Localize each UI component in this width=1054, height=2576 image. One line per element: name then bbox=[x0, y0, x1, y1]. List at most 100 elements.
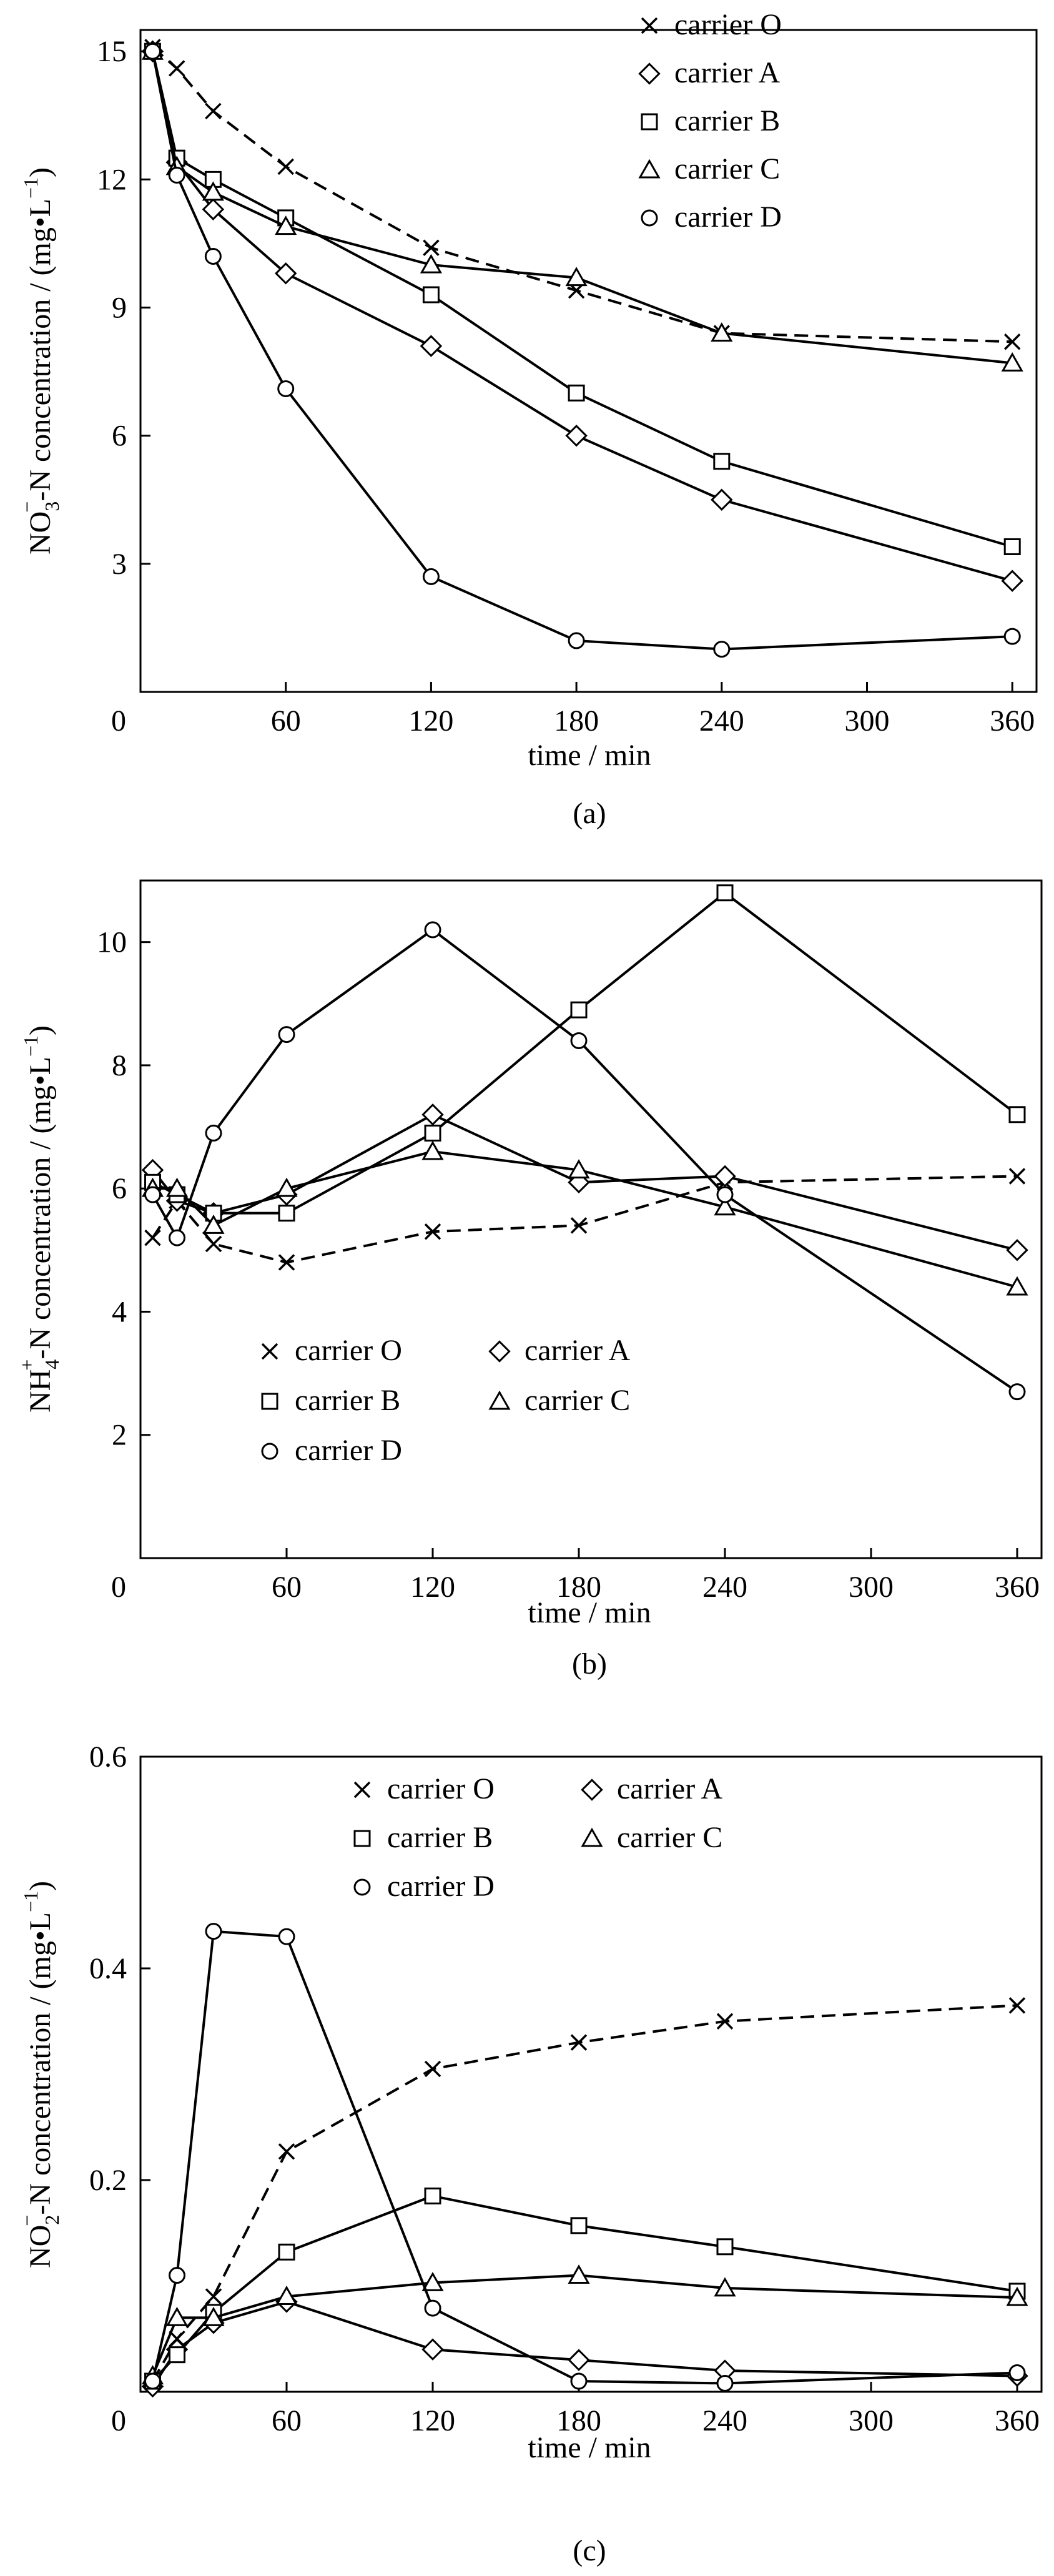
legend-a: carrier O carrier A carrier B carrier C carr… bbox=[638, 8, 782, 234]
data-point-C bbox=[420, 254, 442, 274]
y-axis-label-part: -N concentration / (mg•L bbox=[24, 199, 57, 501]
legend-marker-C bbox=[638, 159, 661, 179]
x-tick-label: 180 bbox=[556, 1571, 601, 1604]
y-axis-label-part: 3 bbox=[41, 501, 63, 511]
y-tick-label: 2 bbox=[112, 1419, 127, 1452]
panel-caption: (c) bbox=[573, 2534, 606, 2567]
data-point-C bbox=[714, 1196, 736, 1216]
data-point-D bbox=[1008, 1383, 1026, 1401]
x-tick-label: 180 bbox=[556, 2404, 601, 2437]
data-point-B bbox=[716, 2238, 734, 2256]
chart-c: 0 60 120 180 240 300 360 0.2 0.4 0.6 time / min NO2… bbox=[16, 1740, 1043, 2567]
y-tick-label: 15 bbox=[97, 35, 127, 68]
data-point-A bbox=[421, 1103, 444, 1126]
data-point-O bbox=[716, 2013, 734, 2030]
series-O bbox=[144, 39, 1021, 350]
series-D bbox=[144, 42, 1021, 658]
data-point-O bbox=[424, 2060, 441, 2078]
data-point-D bbox=[169, 2267, 185, 2284]
y-tick-label: 9 bbox=[112, 292, 127, 325]
data-point-D bbox=[144, 2372, 161, 2390]
data-point-C bbox=[565, 267, 588, 287]
data-point-B bbox=[278, 2243, 295, 2261]
data-point-C bbox=[1006, 1276, 1028, 1296]
data-point-D bbox=[570, 2372, 588, 2390]
data-point-D bbox=[205, 1923, 222, 1940]
data-point-D bbox=[716, 1186, 734, 1203]
x-tick-label: 360 bbox=[990, 704, 1035, 738]
legend-marker-C bbox=[488, 1390, 511, 1410]
data-point-C bbox=[711, 322, 733, 342]
data-point-D bbox=[424, 2299, 441, 2317]
legend-c: carrier O carrier A carrier B carrier C carr… bbox=[353, 1772, 723, 1903]
legend-marker-D bbox=[641, 209, 658, 227]
data-point-B bbox=[169, 2346, 185, 2364]
data-point-C bbox=[568, 1159, 590, 1179]
data-point-B bbox=[278, 1205, 295, 1222]
data-point-D bbox=[713, 641, 731, 658]
legend-marker-D bbox=[261, 1443, 278, 1460]
legend-marker-A bbox=[581, 1779, 603, 1801]
data-point-D bbox=[277, 380, 295, 397]
legend-marker-A bbox=[488, 1340, 511, 1363]
legend-label-D: carrier D bbox=[295, 1434, 402, 1467]
series-line-O bbox=[152, 46, 1013, 343]
data-point-C bbox=[421, 2271, 444, 2291]
legend-marker-D bbox=[353, 1878, 371, 1896]
y-tick-label: 0.2 bbox=[89, 2164, 127, 2197]
series-O bbox=[144, 1997, 1026, 2390]
y-axis-label: NO2−-N concentration / (mg•L−1) bbox=[16, 1881, 63, 2268]
y-tick-label: 6 bbox=[112, 420, 127, 453]
data-point-A bbox=[1006, 1239, 1028, 1261]
data-point-C bbox=[202, 1214, 225, 1234]
legend-label-A: carrier A bbox=[525, 1334, 631, 1367]
x-tick-label: 0 bbox=[111, 1571, 126, 1604]
data-point-A bbox=[421, 2338, 444, 2361]
x-tick-label: 180 bbox=[554, 704, 599, 738]
x-tick-label: 0 bbox=[111, 2404, 126, 2437]
legend-marker-O bbox=[261, 1343, 278, 1360]
data-point-C bbox=[1006, 2286, 1028, 2306]
data-point-A bbox=[274, 262, 297, 285]
x-tick-label: 240 bbox=[699, 704, 744, 738]
series-D bbox=[144, 1923, 1026, 2392]
data-point-B bbox=[1008, 1106, 1026, 1123]
x-tick-label: 120 bbox=[410, 1571, 455, 1604]
data-point-O bbox=[278, 2143, 295, 2160]
series-line-B bbox=[152, 891, 1018, 1215]
x-tick-label: 240 bbox=[702, 1571, 747, 1604]
y-axis-label-part: NH bbox=[24, 1369, 57, 1413]
y-axis-label-part: -N concentration / (mg•L bbox=[24, 1912, 57, 2215]
series-B bbox=[144, 42, 1021, 555]
data-point-D bbox=[169, 1229, 185, 1246]
data-point-D bbox=[422, 568, 440, 585]
series-line-A bbox=[151, 2300, 1018, 2387]
series-line-C bbox=[151, 51, 1013, 365]
y-axis-label-part: -N concentration / (mg•L bbox=[24, 1057, 57, 1360]
data-point-B bbox=[568, 384, 585, 402]
y-tick-label: 4 bbox=[112, 1295, 127, 1328]
data-point-D bbox=[204, 247, 222, 265]
series-C bbox=[141, 1140, 1028, 1296]
series-B bbox=[144, 2187, 1026, 2390]
data-point-O bbox=[205, 102, 222, 120]
data-point-B bbox=[1003, 538, 1021, 555]
data-point-O bbox=[205, 2288, 222, 2305]
data-point-B bbox=[424, 1124, 441, 1142]
y-axis-label-part: −1 bbox=[19, 1891, 42, 1912]
legend-label-C: carrier C bbox=[674, 152, 780, 185]
data-point-B bbox=[570, 1001, 588, 1019]
y-axis-label-part: NO bbox=[24, 2225, 57, 2268]
x-tick-label: 300 bbox=[845, 704, 890, 738]
y-tick-label: 6 bbox=[112, 1172, 127, 1205]
legend-label-A: carrier A bbox=[674, 56, 781, 89]
data-point-A bbox=[202, 198, 225, 220]
plot-frame-a bbox=[139, 29, 1038, 693]
data-point-D bbox=[424, 921, 441, 939]
legend-label-C: carrier C bbox=[525, 1384, 630, 1417]
legend-label-B: carrier B bbox=[674, 104, 780, 137]
legend-label-D: carrier D bbox=[674, 200, 782, 234]
data-point-A bbox=[420, 335, 443, 357]
